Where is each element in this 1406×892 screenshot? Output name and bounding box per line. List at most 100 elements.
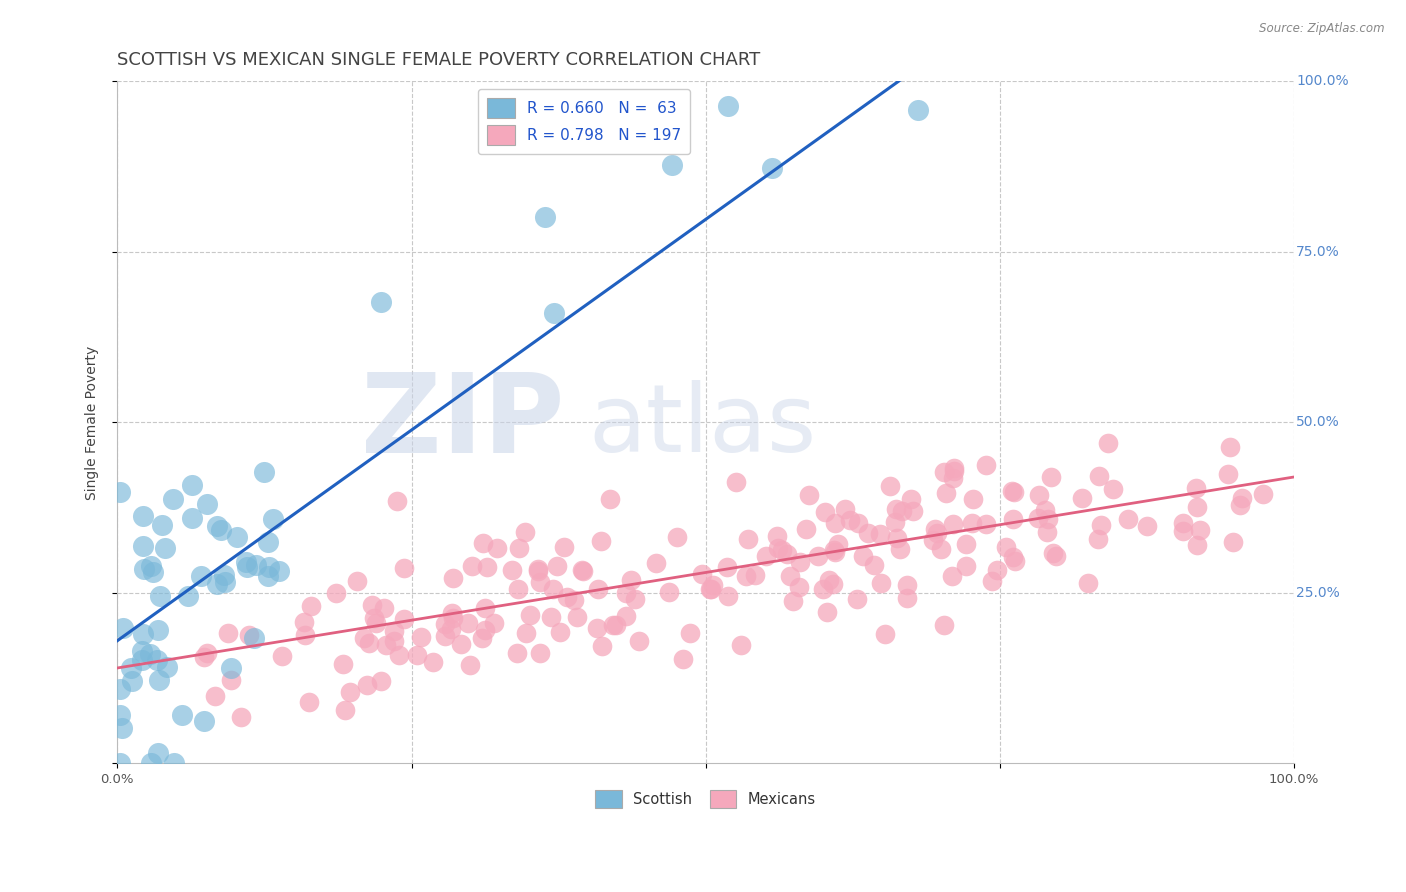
Point xyxy=(474,623,496,637)
Point xyxy=(370,674,392,689)
Point xyxy=(734,569,756,583)
Point xyxy=(513,525,536,540)
Point xyxy=(846,516,869,530)
Point xyxy=(325,586,347,600)
Point xyxy=(253,466,276,480)
Point xyxy=(204,690,226,704)
Point xyxy=(827,537,849,551)
Point xyxy=(614,586,637,600)
Point xyxy=(562,593,585,607)
Point xyxy=(472,536,495,550)
Point xyxy=(960,516,983,530)
Point xyxy=(1087,532,1109,546)
Point xyxy=(482,615,505,630)
Point xyxy=(441,571,464,585)
Point xyxy=(219,673,242,687)
Point xyxy=(976,516,998,531)
Point xyxy=(110,708,132,723)
Point xyxy=(506,646,529,660)
Point xyxy=(863,558,886,572)
Point xyxy=(540,610,562,624)
Point xyxy=(935,486,957,500)
Point xyxy=(543,306,565,320)
Point xyxy=(205,576,228,591)
Point xyxy=(995,540,1018,554)
Point xyxy=(541,582,564,597)
Point xyxy=(1028,488,1050,502)
Point xyxy=(766,541,789,555)
Point xyxy=(162,491,184,506)
Point xyxy=(132,627,155,641)
Point xyxy=(110,681,132,696)
Text: 25.0%: 25.0% xyxy=(1296,586,1340,600)
Point xyxy=(599,492,621,507)
Point xyxy=(506,582,529,597)
Point xyxy=(441,611,464,625)
Point xyxy=(856,526,879,541)
Point xyxy=(886,531,908,545)
Point xyxy=(121,673,143,688)
Point xyxy=(666,530,689,544)
Point xyxy=(890,504,912,518)
Point xyxy=(943,461,966,475)
Point xyxy=(903,504,925,518)
Point xyxy=(823,543,845,558)
Point xyxy=(716,560,738,574)
Point xyxy=(869,576,891,591)
Point xyxy=(382,624,405,639)
Point xyxy=(717,589,740,603)
Point xyxy=(235,555,257,569)
Point xyxy=(508,541,530,555)
Text: 100.0%: 100.0% xyxy=(1296,74,1348,88)
Point xyxy=(896,578,918,592)
Point xyxy=(474,600,496,615)
Point xyxy=(1090,517,1112,532)
Point xyxy=(796,522,818,536)
Point xyxy=(605,617,627,632)
Point xyxy=(942,517,965,532)
Point xyxy=(884,515,907,529)
Point xyxy=(475,560,498,574)
Point xyxy=(679,626,702,640)
Point xyxy=(787,580,810,594)
Point xyxy=(146,747,169,761)
Point xyxy=(589,534,612,549)
Point xyxy=(1097,435,1119,450)
Point xyxy=(226,530,249,544)
Point xyxy=(155,659,177,673)
Point xyxy=(555,590,578,604)
Point xyxy=(548,624,571,639)
Point xyxy=(219,661,242,675)
Point xyxy=(229,710,252,724)
Point xyxy=(242,631,264,645)
Point xyxy=(501,563,523,577)
Point xyxy=(176,589,198,603)
Point xyxy=(392,612,415,626)
Point xyxy=(193,649,215,664)
Point xyxy=(433,629,456,643)
Point xyxy=(356,678,378,692)
Point xyxy=(852,549,875,563)
Point xyxy=(1042,546,1064,560)
Point xyxy=(986,563,1008,577)
Point xyxy=(439,622,461,636)
Point xyxy=(298,695,321,709)
Point xyxy=(672,652,695,666)
Point xyxy=(879,479,901,493)
Y-axis label: Single Female Poverty: Single Female Poverty xyxy=(86,345,100,500)
Point xyxy=(1102,483,1125,497)
Point xyxy=(262,512,284,526)
Point xyxy=(1071,491,1094,506)
Point xyxy=(824,516,846,530)
Point xyxy=(422,655,444,669)
Point xyxy=(886,501,908,516)
Point xyxy=(1116,512,1139,526)
Point xyxy=(111,721,134,735)
Point xyxy=(1219,440,1241,454)
Point xyxy=(1001,483,1024,498)
Point xyxy=(131,539,153,553)
Point xyxy=(889,541,911,556)
Point xyxy=(645,556,668,570)
Point xyxy=(765,528,787,542)
Point xyxy=(110,485,132,500)
